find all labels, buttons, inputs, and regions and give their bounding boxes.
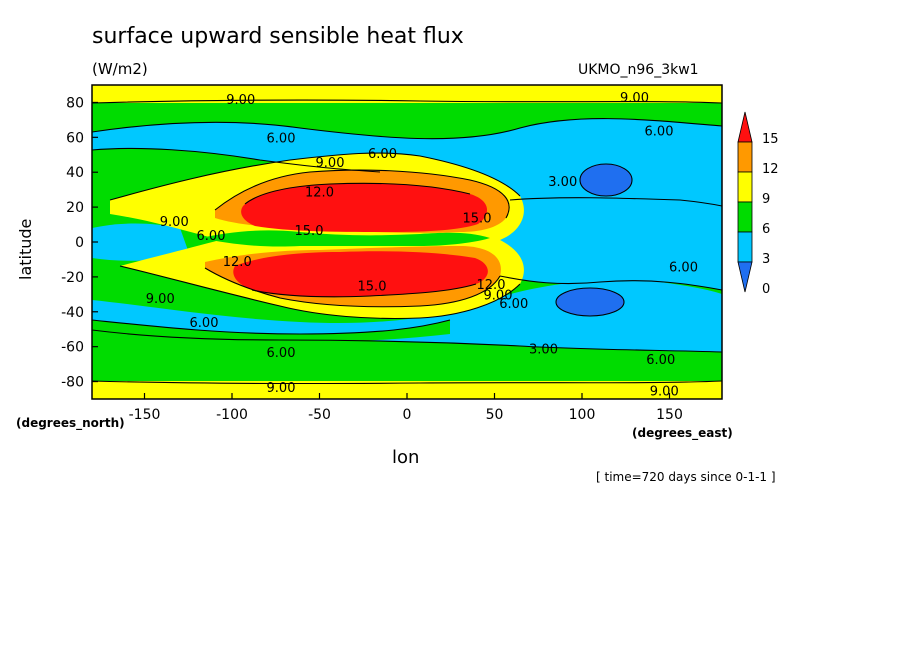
y-tick-label: -60 — [61, 340, 84, 356]
y-tick-label: 40 — [66, 165, 84, 181]
y-tick-label: 0 — [75, 235, 84, 251]
contour-label: 6.00 — [197, 229, 226, 244]
colorbar-label: 12 — [762, 162, 779, 177]
contour-label: 12.0 — [477, 278, 506, 293]
contour-label: 9.00 — [146, 292, 175, 307]
x-tick-label: -50 — [308, 407, 331, 423]
contour-label: 12.0 — [223, 255, 252, 270]
contour-label: 6.00 — [368, 147, 397, 162]
colorbar-label: 3 — [762, 252, 770, 267]
colorbar-swatch — [737, 231, 753, 263]
contour-label: 6.00 — [267, 346, 296, 361]
y-tick-label: -40 — [61, 305, 84, 321]
contour-label: 6.00 — [646, 353, 675, 368]
contour-label: 15.0 — [463, 212, 492, 227]
contour-label: 6.00 — [645, 124, 674, 139]
contour-label: 9.00 — [650, 384, 679, 399]
contour-label: 9.00 — [160, 215, 189, 230]
x-axis-units: (degrees_east) — [632, 426, 733, 440]
time-info: [ time=720 days since 0-1-1 ] — [596, 470, 776, 484]
y-axis-units: (degrees_north) — [16, 416, 125, 430]
contour-labels: 9.00 9.006.00 6.009.006.003.0012.09.006.00… — [146, 91, 698, 399]
x-tick-label: 150 — [656, 407, 683, 423]
contour-label: 15.0 — [295, 224, 324, 239]
contour-label: 6.00 — [669, 260, 698, 275]
model-name: UKMO_n96_3kw1 — [578, 62, 699, 78]
colorbar-swatch — [737, 171, 753, 203]
colorbar-swatch — [737, 141, 753, 173]
colorbar-swatch — [737, 111, 753, 143]
y-tick-label: 20 — [66, 200, 84, 216]
contour-label: 9.00 — [316, 156, 345, 171]
contour-label: 15.0 — [358, 280, 387, 295]
y-tick-label: 80 — [66, 95, 84, 111]
contour-label: 12.0 — [305, 185, 334, 200]
x-tick-label: 50 — [486, 407, 504, 423]
x-tick-label: -150 — [129, 407, 161, 423]
contour-label: 3.00 — [529, 342, 558, 357]
contour-label: 9.00 — [267, 381, 296, 396]
colorbar-label: 9 — [762, 192, 770, 207]
chart-title: surface upward sensible heat flux — [92, 24, 464, 49]
colorbar-swatch — [737, 201, 753, 233]
axes: -150 -100 -50 0 50 100 150 80 60 40 20 0 -20 -40 -60 -8… — [61, 95, 683, 423]
contour-label: 6.00 — [499, 297, 528, 312]
heat-flux-field — [92, 85, 722, 399]
colorbar-label: 0 — [762, 282, 770, 297]
colorbar-label: 15 — [762, 132, 779, 147]
contour-label: 9.00 — [226, 93, 255, 108]
x-tick-label: 100 — [569, 407, 596, 423]
contour-label: 6.00 — [267, 131, 296, 146]
y-tick-label: -80 — [61, 375, 84, 391]
contour-label: 9.00 — [620, 91, 649, 106]
contour-label: 3.00 — [548, 175, 577, 190]
x-axis-label: lon — [392, 447, 420, 468]
y-tick-label: -20 — [61, 270, 84, 286]
colorbar-label: 6 — [762, 222, 770, 237]
x-tick-label: -100 — [216, 407, 248, 423]
y-tick-label: 60 — [66, 130, 84, 146]
contour-label: 9.00 — [484, 288, 513, 303]
x-tick-label: 0 — [403, 407, 412, 423]
chart-units: (W/m2) — [92, 60, 148, 78]
colorbar: 0 3 6 9 12 15 — [737, 111, 779, 297]
contour-label: 6.00 — [190, 316, 219, 331]
y-axis-label: latitude — [16, 218, 35, 280]
colorbar-swatch — [737, 261, 753, 293]
